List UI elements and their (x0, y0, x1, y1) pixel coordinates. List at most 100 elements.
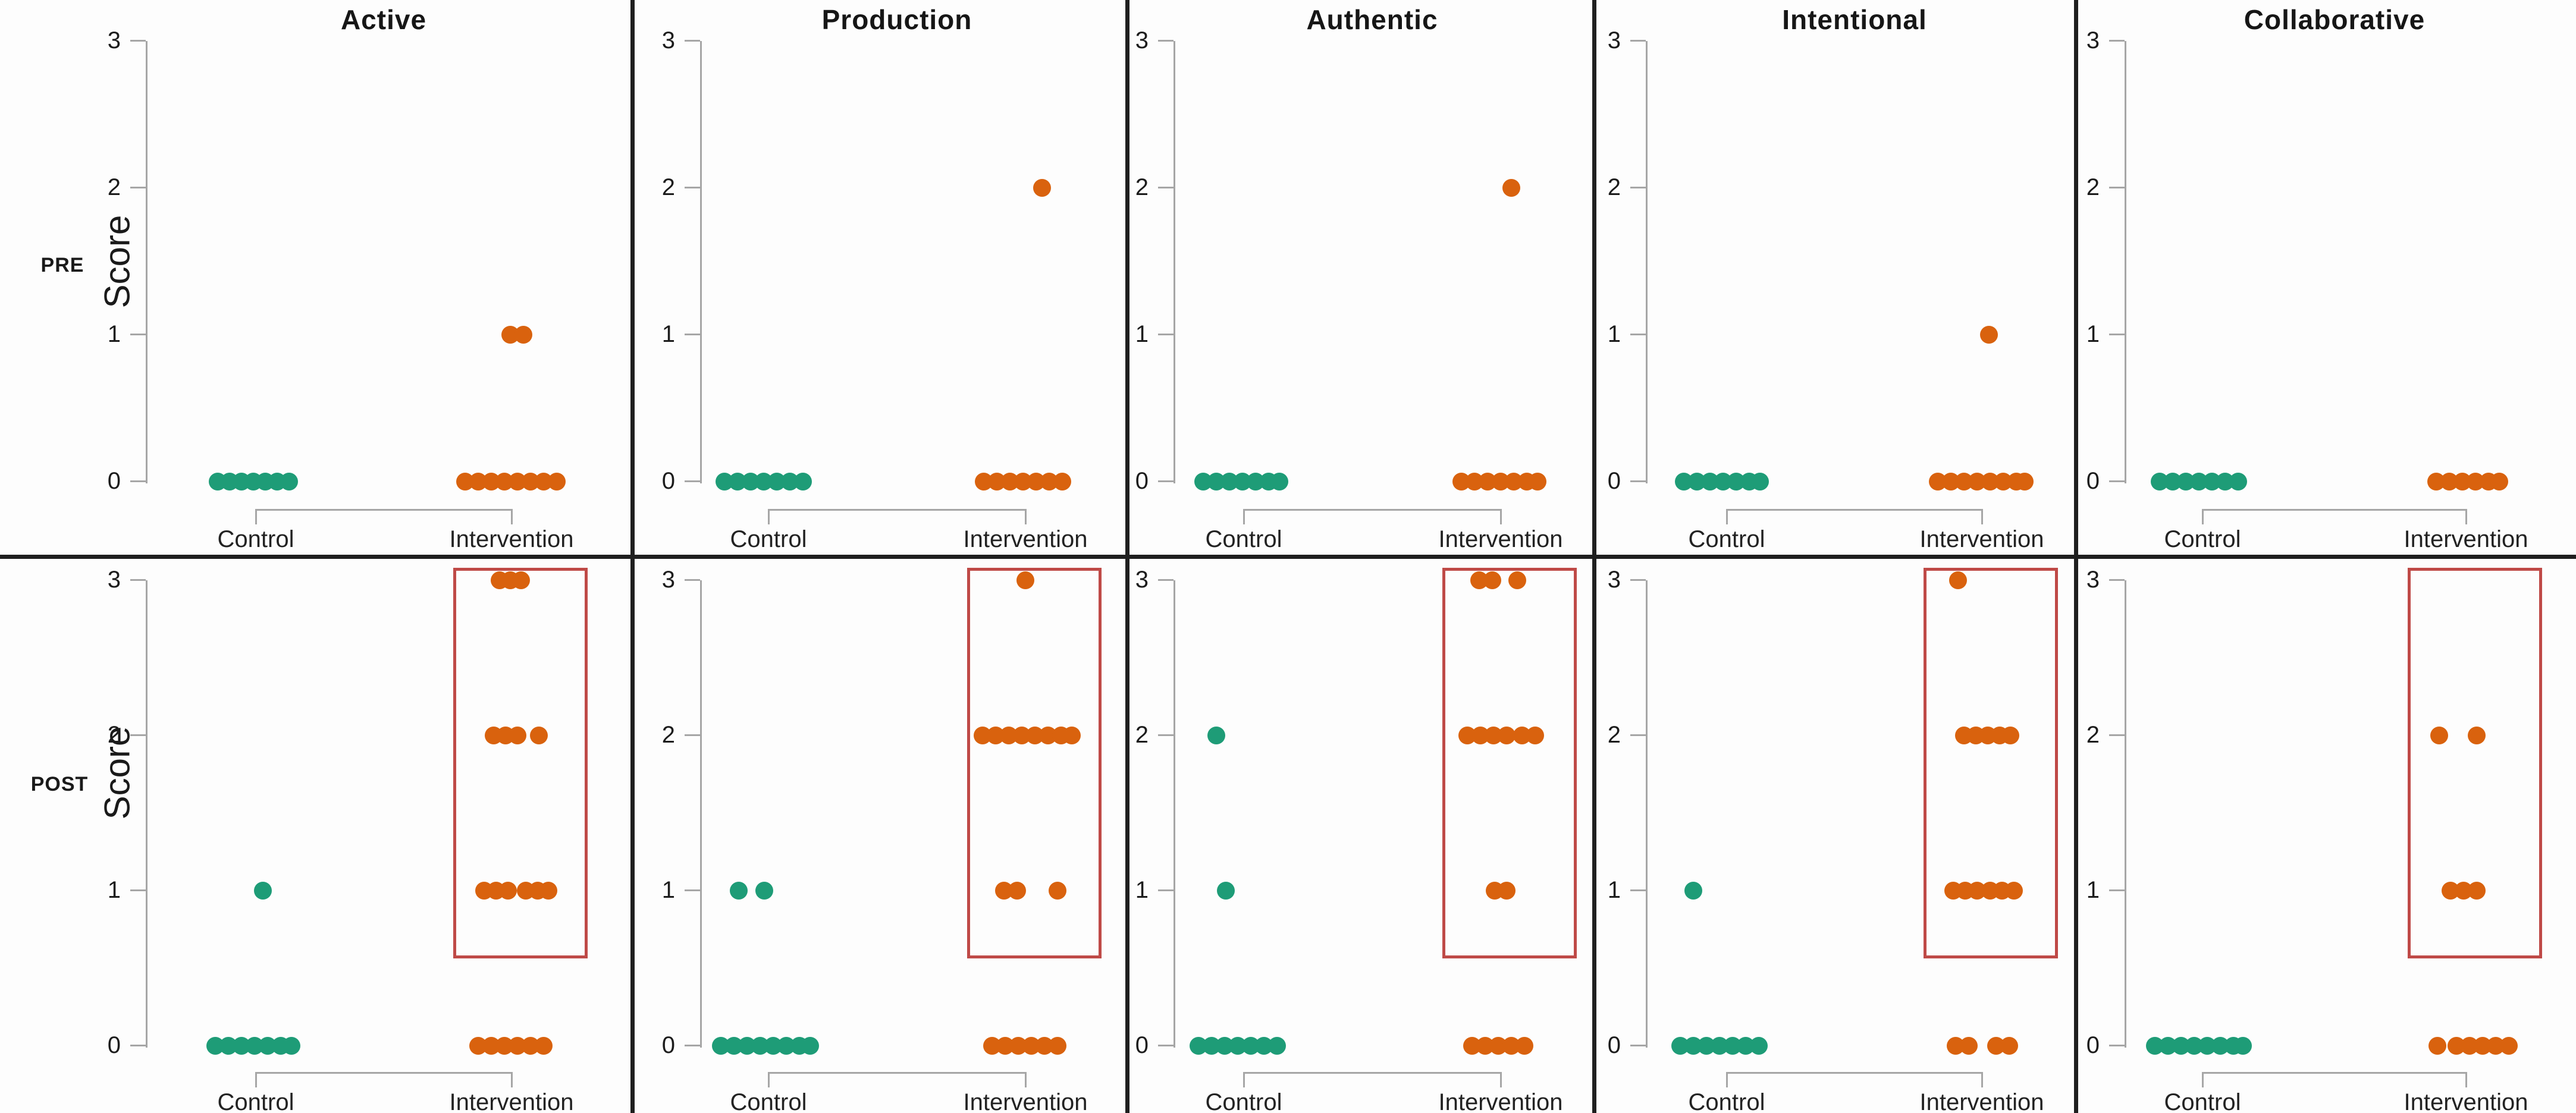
data-point-intervention (2500, 1037, 2518, 1055)
data-point-control (280, 473, 298, 491)
y-tick-label: 2 (1607, 722, 1621, 748)
x-category-label-control: Control (2164, 1089, 2241, 1113)
y-tick-label: 2 (661, 722, 675, 748)
y-tick-mark (1630, 889, 1646, 891)
data-point-intervention (2428, 1037, 2446, 1055)
x-axis-bracket (768, 509, 1025, 511)
x-axis-tick (1243, 509, 1245, 524)
y-tick-mark (2109, 1045, 2125, 1046)
x-axis-tick (1726, 1072, 1728, 1087)
facet-title-collaborative: Collaborative (2244, 4, 2426, 35)
y-tick-mark (685, 334, 700, 335)
x-category-label-control: Control (730, 526, 807, 552)
y-tick-label: 0 (661, 468, 675, 494)
data-point-intervention (514, 326, 532, 344)
y-tick-mark (1630, 579, 1646, 581)
highlight-box (453, 568, 588, 959)
data-point-intervention (1502, 179, 1520, 197)
x-category-label-intervention: Intervention (449, 1089, 574, 1113)
x-category-label-intervention: Intervention (449, 526, 574, 552)
y-tick-label: 3 (661, 27, 675, 54)
highlight-box (1924, 568, 2058, 959)
y-tick-mark (2109, 480, 2125, 482)
y-tick-mark (130, 734, 146, 736)
y-tick-mark (2109, 187, 2125, 188)
y-axis-line (1174, 580, 1175, 1048)
y-axis-line (146, 41, 148, 483)
y-tick-label: 3 (2086, 567, 2100, 593)
data-point-intervention (499, 882, 517, 900)
y-tick-label: 1 (661, 321, 675, 347)
y-axis-line (1646, 580, 1648, 1048)
y-tick-mark (1158, 1045, 1174, 1046)
y-tick-label: 1 (1607, 321, 1621, 347)
data-point-intervention (1980, 326, 1998, 344)
y-tick-mark (130, 334, 146, 335)
x-category-label-control: Control (217, 526, 294, 552)
y-tick-label: 1 (1135, 321, 1149, 347)
x-axis-bracket (768, 1072, 1025, 1074)
x-category-label-intervention: Intervention (2404, 1089, 2528, 1113)
x-axis-bracket (1244, 1072, 1501, 1074)
y-tick-label: 3 (107, 27, 121, 54)
data-point-intervention (1016, 571, 1034, 589)
data-point-intervention (1498, 727, 1516, 744)
y-tick-mark (2109, 334, 2125, 335)
data-point-intervention (1498, 882, 1516, 900)
x-axis-tick (511, 509, 513, 524)
y-tick-label: 3 (1135, 567, 1149, 593)
y-tick-mark (1630, 187, 1646, 188)
y-tick-label: 0 (2086, 468, 2100, 494)
data-point-control (730, 882, 748, 900)
data-point-intervention (1529, 473, 1546, 491)
y-tick-label: 2 (1607, 174, 1621, 200)
data-point-intervention (1483, 571, 1501, 589)
facet-title-intentional: Intentional (1782, 4, 1927, 35)
data-point-intervention (1053, 473, 1071, 491)
data-point-intervention (2000, 1037, 2018, 1055)
x-axis-bracket (256, 1072, 512, 1074)
y-tick-label: 3 (2086, 27, 2100, 54)
x-axis-tick (2465, 509, 2467, 524)
x-category-label-control: Control (1205, 526, 1282, 552)
x-axis-tick (1025, 1072, 1027, 1087)
y-tick-label: 3 (1607, 27, 1621, 54)
y-tick-mark (130, 1045, 146, 1046)
x-category-label-intervention: Intervention (1438, 1089, 1563, 1113)
y-tick-mark (130, 40, 146, 42)
x-axis-tick (1243, 1072, 1245, 1087)
y-tick-label: 1 (1607, 877, 1621, 903)
y-tick-label: 3 (1607, 567, 1621, 593)
x-axis-tick (768, 509, 770, 524)
x-category-label-control: Control (1688, 526, 1765, 552)
x-axis-tick (1500, 509, 1502, 524)
y-tick-mark (130, 480, 146, 482)
y-tick-mark (1158, 889, 1174, 891)
data-point-intervention (1508, 571, 1526, 589)
y-tick-mark (1158, 40, 1174, 42)
y-tick-label: 3 (1135, 27, 1149, 54)
y-tick-mark (685, 579, 700, 581)
y-tick-mark (1158, 579, 1174, 581)
data-point-intervention (1033, 179, 1051, 197)
data-point-intervention (1949, 571, 1967, 589)
facet-title-production: Production (821, 4, 972, 35)
y-tick-mark (685, 480, 700, 482)
data-point-intervention (1516, 1037, 1533, 1055)
data-point-intervention (2005, 882, 2023, 900)
y-tick-label: 2 (2086, 722, 2100, 748)
y-tick-mark (2109, 889, 2125, 891)
y-axis-line (1646, 41, 1648, 483)
data-point-control (1207, 727, 1225, 744)
highlight-box (2408, 568, 2542, 959)
x-axis-tick (2202, 509, 2204, 524)
y-tick-mark (685, 187, 700, 188)
y-tick-label: 0 (107, 1032, 121, 1058)
y-tick-mark (2109, 734, 2125, 736)
x-category-label-control: Control (217, 1089, 294, 1113)
y-tick-label: 2 (2086, 174, 2100, 200)
x-axis-tick (1726, 509, 1728, 524)
x-axis-tick (1025, 509, 1027, 524)
y-tick-label: 0 (1607, 468, 1621, 494)
